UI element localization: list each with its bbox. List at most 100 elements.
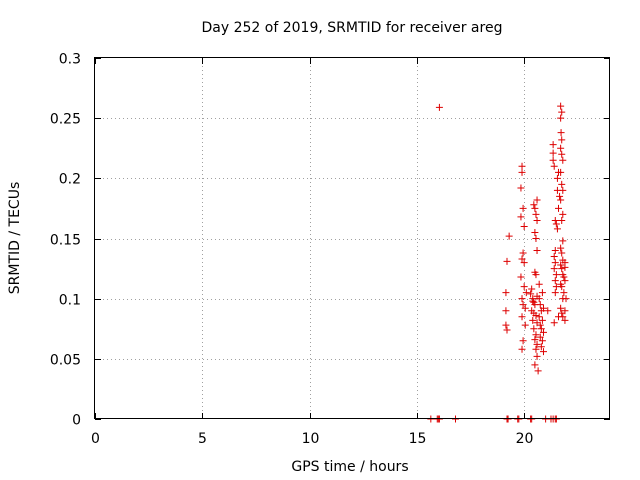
data-point xyxy=(518,295,526,303)
data-point xyxy=(555,204,562,212)
x-tick-label: 5 xyxy=(198,431,207,447)
x-tick-label: 20 xyxy=(516,431,534,447)
data-point xyxy=(559,237,567,245)
data-point xyxy=(558,265,566,273)
data-point xyxy=(557,168,565,176)
data-point xyxy=(435,103,443,111)
data-point xyxy=(549,141,557,149)
data-point xyxy=(557,102,565,110)
data-point xyxy=(530,325,538,333)
data-point xyxy=(553,225,561,233)
data-point xyxy=(559,313,567,321)
data-point xyxy=(557,244,565,252)
data-point xyxy=(550,162,558,170)
data-point xyxy=(551,259,559,267)
y-tick-label: 0.3 xyxy=(59,52,81,68)
data-point xyxy=(505,232,513,240)
data-point xyxy=(519,204,527,212)
data-point xyxy=(539,348,547,356)
data-point xyxy=(550,319,558,327)
x-axis-label: GPS time / hours xyxy=(291,459,408,475)
data-point xyxy=(558,150,566,158)
chart-title: Day 252 of 2019, SRMTID for receiver are… xyxy=(202,20,503,36)
data-point xyxy=(533,352,541,360)
data-point xyxy=(518,255,526,263)
data-point xyxy=(538,337,546,345)
data-point xyxy=(518,162,526,170)
data-point xyxy=(538,289,546,297)
data-point xyxy=(558,249,566,257)
data-point xyxy=(532,271,540,279)
data-point xyxy=(557,196,565,204)
data-point xyxy=(536,321,544,329)
data-point xyxy=(559,210,567,218)
data-point xyxy=(520,283,528,291)
data-point xyxy=(519,301,527,309)
plot-frame xyxy=(94,57,610,419)
data-point xyxy=(561,316,569,324)
y-tick-label: 0 xyxy=(72,413,81,429)
data-point xyxy=(535,313,543,321)
data-point xyxy=(537,343,545,351)
data-point xyxy=(535,280,543,288)
data-point xyxy=(561,263,569,271)
x-tick-label: 15 xyxy=(409,431,427,447)
data-point xyxy=(561,277,569,285)
data-point xyxy=(562,295,570,303)
data-point xyxy=(528,285,536,293)
data-point xyxy=(557,114,565,122)
data-point xyxy=(518,168,526,176)
data-point xyxy=(531,204,539,212)
data-point xyxy=(534,367,542,375)
data-point xyxy=(558,216,566,224)
data-point xyxy=(521,321,529,329)
data-point xyxy=(558,180,566,188)
data-point xyxy=(544,307,552,315)
data-point xyxy=(536,333,544,341)
data-point xyxy=(517,273,525,281)
y-tick-label: 0.15 xyxy=(50,233,81,249)
data-point xyxy=(551,277,559,285)
data-point xyxy=(558,108,566,116)
y-tick-label: 0.2 xyxy=(59,172,81,188)
data-point xyxy=(532,331,540,339)
grid-layer xyxy=(95,58,610,419)
data-point xyxy=(521,304,529,312)
data-point xyxy=(551,216,559,224)
data-point xyxy=(531,336,539,344)
data-point xyxy=(556,192,564,200)
data-point xyxy=(557,304,565,312)
data-point xyxy=(519,337,527,345)
data-point xyxy=(536,301,544,309)
data-point xyxy=(502,307,510,315)
data-point xyxy=(503,257,511,265)
data-point xyxy=(538,316,546,324)
data-point xyxy=(551,289,559,297)
data-point xyxy=(532,312,540,320)
data-point xyxy=(559,156,567,164)
y-tick-label: 0.25 xyxy=(50,112,81,128)
data-point xyxy=(520,222,528,230)
ticks-layer: 0 5 10 15 20 0 0.05 0.1 0.15 0.2 0.25 0.3 xyxy=(50,52,610,447)
data-point xyxy=(517,184,525,192)
data-point xyxy=(532,210,540,218)
data-point xyxy=(533,247,541,255)
data-point xyxy=(531,361,539,369)
data-point xyxy=(558,136,566,144)
data-point xyxy=(537,325,545,333)
data-point xyxy=(539,328,547,336)
data-point xyxy=(551,247,559,255)
data-point xyxy=(535,295,543,303)
y-tick-label: 0.05 xyxy=(50,353,81,369)
y-axis-label: SRMTID / TECUs xyxy=(7,182,23,295)
data-point xyxy=(557,261,565,269)
data-point xyxy=(549,149,557,157)
data-point xyxy=(550,253,558,261)
data-point xyxy=(518,313,526,321)
data-point xyxy=(527,290,535,298)
data-point xyxy=(531,228,539,236)
data-point xyxy=(518,345,526,353)
data-point xyxy=(520,259,528,267)
data-point xyxy=(560,289,568,297)
data-point xyxy=(533,340,541,348)
